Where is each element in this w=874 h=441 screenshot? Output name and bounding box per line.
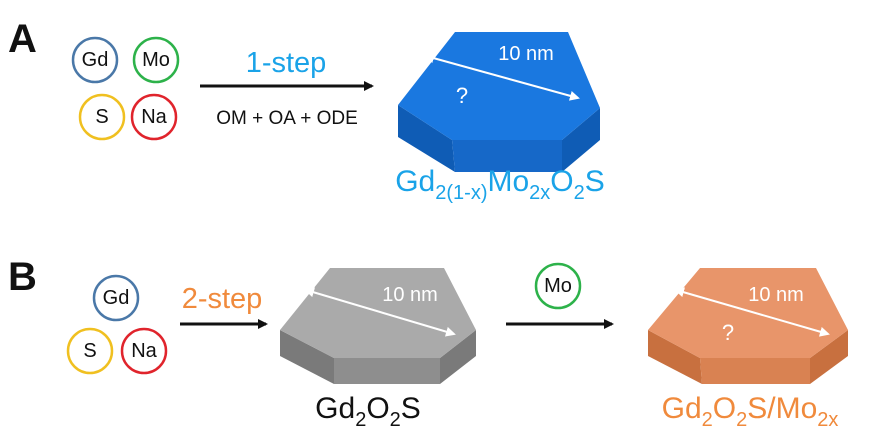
nanoparticle-orange: 10 nm ? (648, 268, 848, 384)
prism-top-face (648, 268, 848, 358)
precursor-circle (71, 36, 119, 84)
size-arrow (424, 53, 580, 101)
unknown-label: ? (722, 320, 734, 345)
formula-subscript: 2(1-x) (435, 182, 487, 204)
precursor-symbol: Na (131, 340, 157, 362)
step-label: 1-step (246, 47, 327, 79)
formula-part: Gd (395, 165, 435, 198)
precursor-gd: Gd (71, 36, 119, 84)
prism-front-face (700, 358, 810, 384)
precursor-circle (534, 262, 582, 310)
precursor-circle (130, 93, 178, 141)
precursor-symbol: Gd (103, 287, 130, 309)
prism-right-face (562, 108, 600, 172)
formula-subscript: 2 (574, 182, 585, 204)
precursor-circle (66, 327, 114, 375)
precursor-circle (132, 36, 180, 84)
prism-left-face (398, 105, 455, 172)
size-label: 10 nm (498, 43, 554, 65)
precursor-gd: Gd (92, 274, 140, 322)
formula-part: Gd (315, 392, 355, 425)
formula-part: O (713, 392, 736, 425)
precursor-symbol: S (95, 106, 108, 128)
prism-right-face (810, 330, 848, 384)
prism-front-face (452, 140, 562, 172)
formula-part: S (401, 392, 421, 425)
unknown-label: ? (456, 83, 468, 108)
panel-a: A Gd Mo S Na 1-step OM + OA + ODE (8, 17, 605, 204)
product-formula: Gd2O2S/Mo2x (662, 392, 839, 431)
formula-part: S (585, 165, 605, 198)
reagents-label: OM + OA + ODE (216, 108, 358, 129)
precursor-symbol: S (83, 340, 96, 362)
precursor-circle (78, 93, 126, 141)
precursor-symbol: Na (141, 106, 167, 128)
prism-left-face (280, 330, 334, 384)
nanoparticle-blue: 10 nm ? (398, 32, 600, 172)
formula-subscript: 2 (702, 409, 713, 431)
precursor-symbol: Mo (544, 275, 572, 297)
size-label: 10 nm (382, 284, 438, 306)
prism-right-face (440, 330, 476, 384)
precursor-symbol: Mo (142, 49, 170, 71)
intermediate-formula: Gd2O2S (315, 392, 421, 431)
precursor-circle (92, 274, 140, 322)
prism-front-face (334, 358, 440, 384)
formula-part: Gd (662, 392, 702, 425)
panel-b-label: B (8, 255, 37, 299)
formula-part: O (550, 165, 573, 198)
prism-left-face (648, 330, 702, 384)
size-arrow (674, 287, 830, 337)
formula-subscript: 2x (817, 409, 838, 431)
nanoparticle-gray: 10 nm (280, 268, 476, 384)
precursor-na: Na (120, 327, 168, 375)
precursor-na: Na (130, 93, 178, 141)
precursor-mo: Mo (132, 36, 180, 84)
added-mo: Mo (534, 262, 582, 310)
formula-part: S/Mo (747, 392, 817, 425)
formula-part: O (366, 392, 389, 425)
product-formula: Gd2(1-x)Mo2xO2S (395, 165, 605, 204)
step-label: 2-step (182, 283, 263, 315)
formula-subscript: 2 (736, 409, 747, 431)
size-arrow (304, 287, 456, 337)
precursor-symbol: Gd (82, 49, 109, 71)
precursor-s: S (78, 93, 126, 141)
precursor-circle (120, 327, 168, 375)
precursor-s: S (66, 327, 114, 375)
formula-subscript: 2 (355, 409, 366, 431)
panel-b: B Gd S Na 2-step 10 nm Gd2O2S (8, 255, 848, 431)
formula-subscript: 2 (390, 409, 401, 431)
size-label: 10 nm (748, 284, 804, 306)
prism-top-face (280, 268, 476, 358)
panel-a-label: A (8, 17, 37, 61)
formula-part: Mo (487, 165, 529, 198)
formula-subscript: 2x (529, 182, 550, 204)
